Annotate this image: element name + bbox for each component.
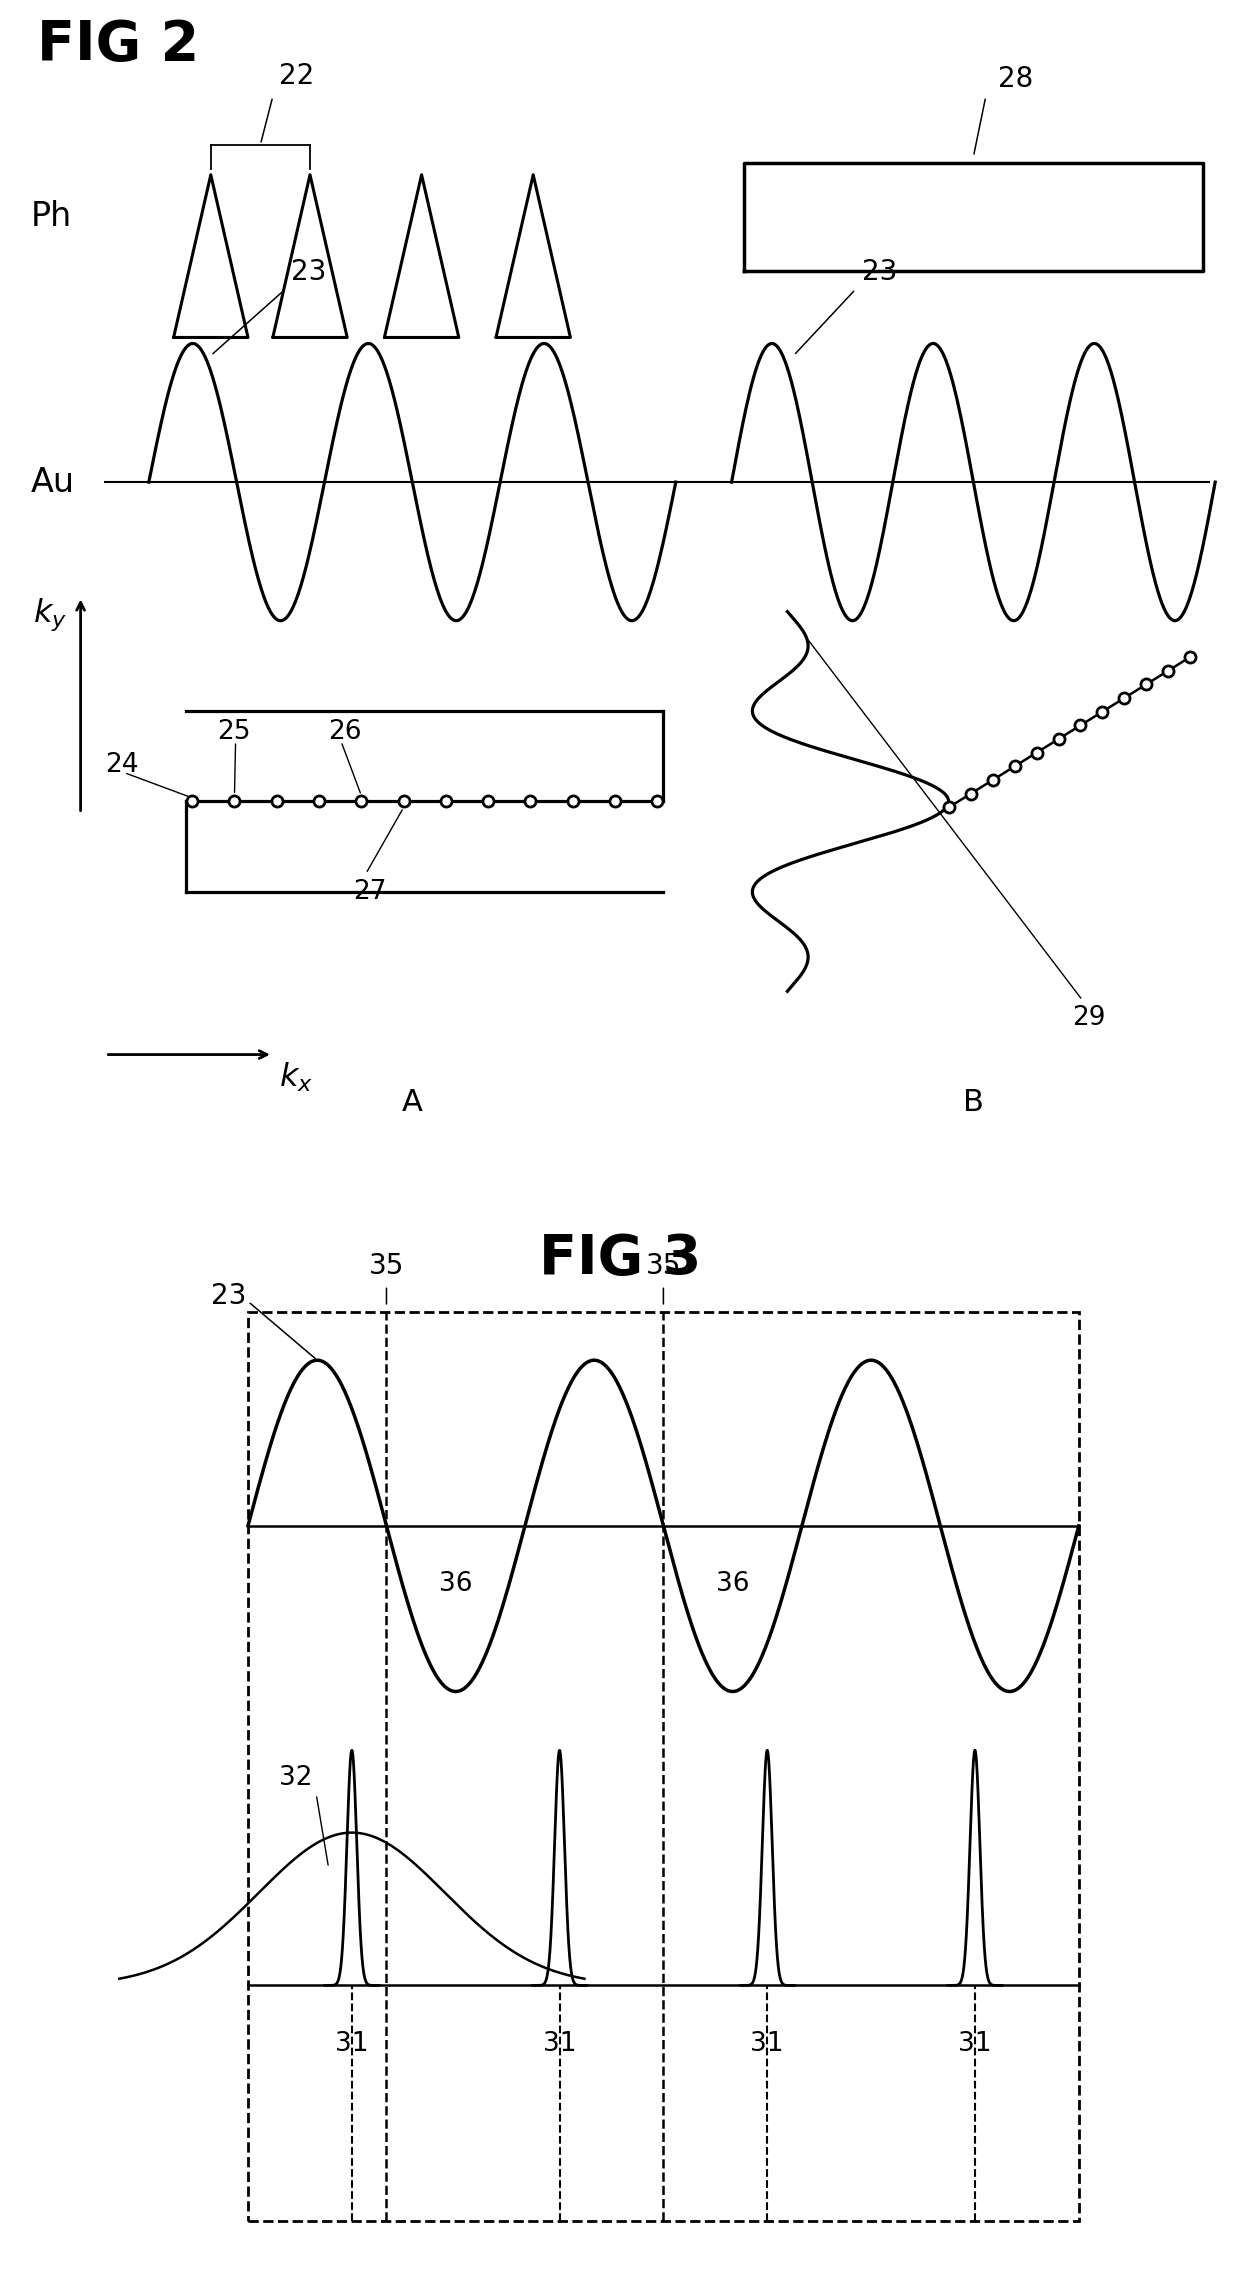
Text: $k_x$: $k_x$	[279, 1060, 312, 1094]
Text: FIG 3: FIG 3	[539, 1233, 701, 1285]
Text: 28: 28	[998, 64, 1033, 93]
Text: 31: 31	[335, 2031, 368, 2058]
Text: 25: 25	[217, 719, 250, 744]
Text: 36: 36	[715, 1571, 749, 1596]
Text: 26: 26	[329, 719, 362, 744]
Text: 23: 23	[291, 257, 327, 287]
Text: 23: 23	[211, 1283, 247, 1310]
Text: 35: 35	[368, 1253, 404, 1280]
Text: B: B	[963, 1089, 983, 1117]
Text: 35: 35	[646, 1253, 681, 1280]
Text: 23: 23	[862, 257, 898, 287]
Text: 29: 29	[1073, 1005, 1106, 1032]
Text: 22: 22	[279, 61, 314, 91]
Text: Au: Au	[31, 466, 74, 498]
Text: 31: 31	[543, 2031, 577, 2058]
Text: Ph: Ph	[31, 200, 72, 234]
Text: 31: 31	[959, 2031, 992, 2058]
Text: $k_y$: $k_y$	[33, 596, 67, 632]
Text: 31: 31	[750, 2031, 784, 2058]
Text: A: A	[402, 1089, 423, 1117]
Text: 24: 24	[105, 753, 139, 778]
Text: 27: 27	[353, 878, 387, 905]
Text: FIG 2: FIG 2	[37, 18, 200, 73]
Text: 32: 32	[279, 1765, 312, 1792]
Text: 36: 36	[439, 1571, 472, 1596]
